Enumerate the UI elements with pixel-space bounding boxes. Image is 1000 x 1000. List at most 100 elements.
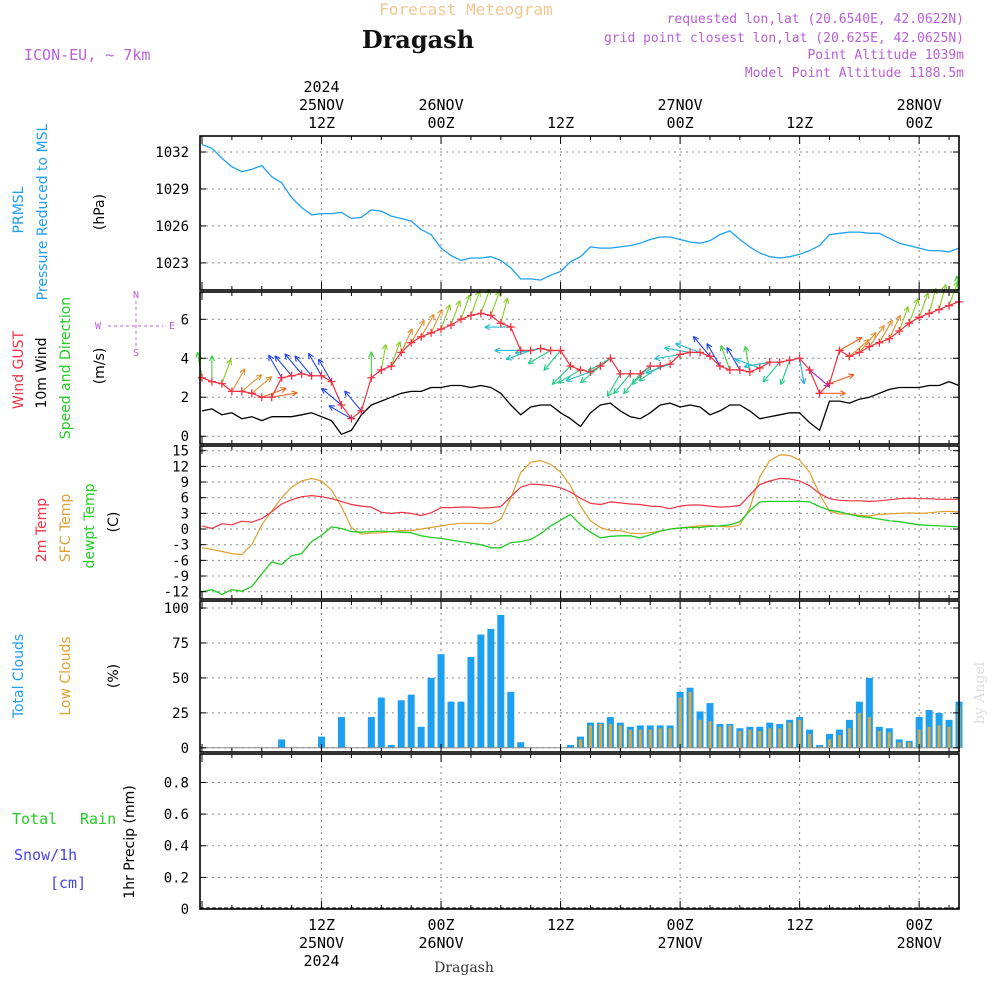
watermark: by Angel (972, 661, 988, 724)
header-info-line: requested lon,lat (20.6540E, 42.0622N) (667, 12, 964, 27)
wind-arrow (720, 345, 731, 371)
wind-speed-line (201, 380, 960, 435)
total-cloud-bar (517, 742, 525, 748)
gust-marker (636, 369, 645, 378)
compass-s: S (133, 348, 139, 359)
wind-arrow-head (654, 354, 661, 362)
bottom-time-label: 25NOV (299, 934, 344, 952)
gust-marker (207, 377, 216, 386)
panel-frames (199, 135, 960, 910)
wind-arrow-head (734, 357, 742, 364)
temp-ylabel-sfc: SFC Temp (58, 494, 74, 563)
wind-arrow (744, 361, 770, 368)
gust-marker (616, 369, 625, 378)
gust-marker (666, 360, 675, 369)
wind-arrow (321, 387, 342, 406)
gust-marker (905, 319, 914, 328)
gust-marker (287, 371, 296, 380)
gust-marker (267, 393, 276, 402)
gust-marker (437, 325, 446, 334)
wind-arrow (410, 319, 425, 343)
ytick-label: 25 (172, 706, 189, 722)
wind-arrow-head (565, 376, 573, 382)
pressure-unit: (hPa) (92, 194, 108, 230)
top-time-label: 12Z (308, 114, 335, 132)
wind-arrow (268, 354, 283, 379)
wind-arrow (400, 328, 413, 353)
wind-arrow-head (878, 324, 885, 332)
gust-marker (327, 377, 336, 386)
wind-ylabel-speed: Speed and Direction (58, 297, 74, 439)
low-cloud-bar (847, 728, 851, 748)
wind-arrow (251, 376, 273, 394)
top-time-label: 12Z (786, 114, 813, 132)
low-cloud-bar (778, 728, 782, 748)
temp-ylabel-dewpt: dewpt Temp (82, 483, 98, 568)
ytick-label: 0.2 (164, 870, 189, 886)
wind-arrow (460, 294, 471, 320)
gust-marker (387, 362, 396, 371)
low-cloud-bar (579, 739, 582, 748)
top-time-label: 12Z (547, 114, 574, 132)
wind-arrow (868, 324, 885, 347)
ytick-label: 1029 (155, 182, 189, 198)
wind-arrow (318, 358, 332, 382)
ytick-label: 6 (181, 312, 189, 328)
prmsl-line (201, 143, 960, 281)
wind-arrow-head (395, 341, 402, 348)
low-cloud-bar (668, 728, 672, 748)
wind-arrow-head (208, 355, 216, 362)
wind-arrow (631, 365, 651, 385)
wind-arrow (440, 304, 451, 330)
low-cloud-bar (758, 731, 762, 748)
total-cloud-bar (377, 697, 385, 748)
total-cloud-bar (497, 614, 505, 748)
top-time-label: 27NOV (658, 96, 703, 114)
wind-arrow (274, 355, 293, 377)
gust-marker (705, 352, 714, 361)
wind-arrow-head (557, 377, 565, 384)
wind-arrow-head (762, 376, 769, 383)
gust-marker (257, 393, 266, 402)
wind-arrow-head (280, 387, 287, 394)
low-cloud-bar (897, 742, 901, 748)
ytick-label: 1032 (155, 145, 189, 161)
wind-arrow-head (465, 294, 472, 301)
low-cloud-bar (867, 717, 871, 748)
wind-arrow (480, 288, 491, 314)
cloud-bars (200, 614, 963, 749)
gust-marker (945, 301, 954, 310)
ytick-label: 12 (172, 459, 189, 475)
ytick-label: 3 (181, 506, 189, 522)
gust-marker (626, 369, 635, 378)
ytick-label: 0.8 (164, 775, 189, 791)
wind-arrow-head (268, 354, 274, 362)
clouds-unit: (%) (106, 664, 122, 688)
gust-marker (486, 311, 495, 320)
series-lines (200, 143, 960, 909)
ytick-label: 0.6 (164, 807, 189, 823)
gust-marker (835, 346, 844, 355)
low-cloud-bar (598, 724, 602, 748)
wind-arrow-head (307, 352, 314, 360)
bottom-time-label: 00Z (906, 916, 933, 934)
wind-arrow-head (344, 390, 351, 397)
wind-arrow-head (800, 377, 807, 385)
wind-arrow-head (455, 300, 462, 307)
wind-arrow (308, 353, 323, 377)
wind-arrow-head (692, 335, 699, 343)
gust-marker (526, 346, 535, 355)
pressure-ylabel-2: Pressure Reduced to MSL (35, 123, 51, 300)
panel-frame (199, 600, 960, 753)
gust-marker (935, 305, 944, 314)
wind-arrow-head (870, 331, 877, 339)
wind-arrow (858, 332, 877, 353)
wind-ylabel-10m: 10m Wind (34, 337, 50, 408)
wind-arrow (380, 344, 387, 371)
low-cloud-bar (788, 722, 792, 748)
total-cloud-bar (367, 717, 375, 748)
ytick-label: 1023 (155, 256, 189, 272)
header-model: ICON-EU, ~ 7km (24, 46, 150, 64)
wind-arrow-head (743, 362, 751, 369)
